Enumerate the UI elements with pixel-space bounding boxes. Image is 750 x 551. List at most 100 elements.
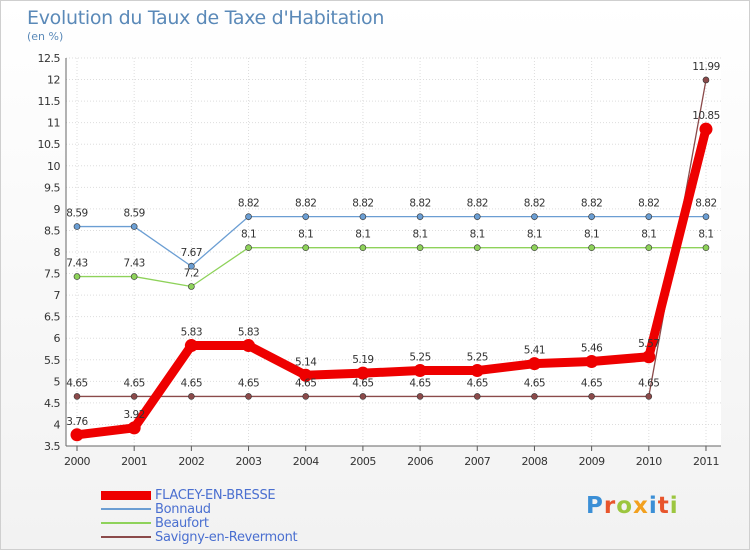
legend-label: Beaufort [155,515,209,531]
x-tick-label: 2007 [464,455,490,468]
logo-letter: x [633,493,649,519]
series-point-1 [702,213,710,220]
series-point-3 [188,393,195,400]
legend-item: Savigny-en-Revermont [101,529,298,545]
data-label-2: 8.1 [584,229,599,241]
chart-subtitle: (en %) [27,30,64,43]
data-label-3: 4.65 [352,377,373,389]
data-label-1: 8.82 [695,198,716,210]
logo-letter: i [669,493,679,519]
legend-item: Beaufort [101,515,297,531]
data-label-3: 4.65 [181,377,202,389]
data-label-1: 8.82 [409,198,430,210]
data-label-1: 8.82 [581,198,602,210]
data-label-0: 5.41 [524,345,545,357]
series-point-2 [416,244,424,251]
legend-swatch [101,508,151,510]
data-label-1: 8.59 [66,208,87,220]
x-tick-label: 2009 [579,455,605,468]
y-tick-label: 6 [54,332,61,345]
data-label-2: 7.2 [184,267,199,279]
series-point-2 [245,244,252,251]
logo-letter: i [648,493,658,519]
data-label-2: 7.43 [123,258,144,270]
series-point-0 [470,364,484,378]
data-label-0: 5.25 [467,352,488,364]
y-tick-label: 6.5 [44,311,60,324]
data-label-3: 4.65 [467,377,488,389]
data-label-1: 8.82 [467,198,488,210]
y-tick-label: 8.5 [44,224,60,237]
series-point-1 [588,213,595,220]
data-label-1: 8.82 [352,198,373,210]
x-tick-label: 2002 [178,455,204,468]
series-point-3 [588,393,595,400]
data-label-1: 8.59 [123,208,144,220]
series-point-3 [416,393,424,400]
x-tick-label: 2006 [407,455,433,468]
data-label-0: 10.85 [692,110,720,122]
logo-letter: o [616,493,634,519]
data-label-2: 8.1 [470,229,485,241]
data-label-1: 8.82 [638,198,659,210]
series-point-0 [527,357,541,371]
x-tick-label: 2004 [293,455,319,468]
data-label-2: 8.1 [355,229,370,241]
data-label-3: 4.65 [524,377,545,389]
y-tick-label: 12.5 [38,52,61,65]
x-tick-label: 2011 [693,455,719,468]
data-label-1: 8.82 [295,198,316,210]
y-tick-label: 8 [54,246,61,259]
series-point-1 [416,213,424,220]
logo-letter: P [586,493,604,519]
series-line-3 [76,79,707,398]
y-tick-label: 10 [47,160,60,173]
data-label-1: 8.82 [524,198,545,210]
series-point-0 [184,339,198,353]
x-tick-label: 2000 [64,455,90,468]
y-tick-label: 3.5 [44,440,60,453]
data-label-0: 5.19 [352,354,373,366]
legend-label: Savigny-en-Revermont [155,529,298,545]
y-tick-label: 11.5 [38,95,61,108]
series-line-0 [72,124,711,440]
series-point-0 [699,122,713,136]
y-tick-label: 12 [47,74,60,87]
series-point-3 [245,393,252,400]
data-label-0: 5.46 [581,343,603,355]
series-point-0 [642,350,656,364]
data-label-0: 5.14 [295,356,317,368]
series-point-0 [356,366,370,380]
x-tick-label: 2005 [350,455,376,468]
y-tick-label: 9.5 [44,181,60,194]
data-label-2: 8.1 [641,229,656,241]
data-label-3: 4.65 [66,377,87,389]
series-point-2 [359,244,367,251]
legend-swatch [101,522,151,524]
series-point-2 [531,244,538,251]
y-tick-label: 10.5 [38,138,61,151]
y-tick-label: 11 [47,117,60,130]
legend-swatch [101,490,151,500]
logo-letter: t [657,493,670,519]
data-label-0: 5.83 [238,327,259,339]
data-label-0: 3.76 [66,416,88,428]
x-tick-label: 2003 [236,455,262,468]
y-tick-label: 7.5 [44,268,60,281]
series-point-1 [359,213,367,220]
series-point-0 [585,355,599,369]
series-point-1 [531,213,538,220]
series-point-1 [473,213,481,220]
logo-letter: r [603,493,617,519]
data-label-0: 3.92 [123,409,144,421]
data-label-0: 5.57 [638,338,659,350]
y-tick-label: 5.5 [44,354,60,367]
data-label-2: 7.43 [66,258,87,270]
series-point-2 [130,273,138,280]
data-label-1: 8.82 [238,198,259,210]
series-point-0 [299,368,313,382]
series-point-3 [359,393,367,400]
series-point-3 [645,393,653,400]
legend-label: Bonnaud [155,501,211,517]
